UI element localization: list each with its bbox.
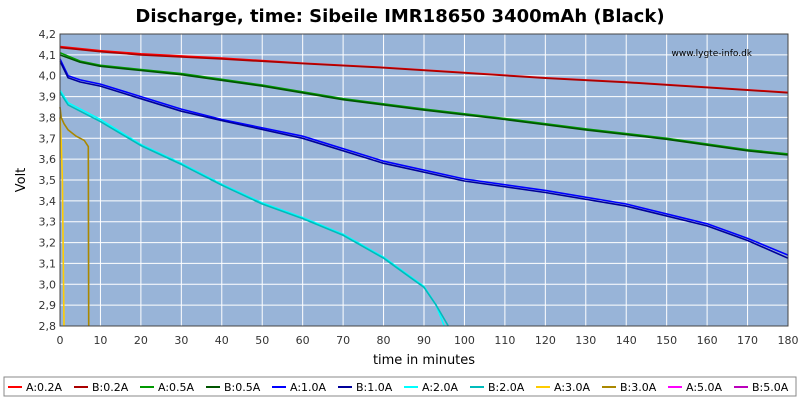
series-line-a-3-0a	[59, 117, 65, 327]
x-tick-label-7: 70	[336, 334, 350, 347]
x-tick-labels: 0 10 20 30 40 50 60 70 80 90 100 110 120 130 140 150 160…	[57, 334, 799, 347]
x-tick-label-11: 110	[494, 334, 515, 347]
x-tick-label-4: 40	[215, 334, 229, 347]
y-tick-label-8: 3,6	[39, 153, 57, 166]
x-tick-label-1: 10	[93, 334, 107, 347]
y-tick-label-14: 4,2	[39, 28, 57, 41]
y-tick-label-3: 3,1	[39, 257, 57, 270]
x-axis-label: time in minutes	[373, 353, 475, 368]
x-tick-label-3: 30	[174, 334, 188, 347]
legend-label-b-0-5a: B:0.5A	[224, 381, 261, 394]
legend-label-b-2-0a: B:2.0A	[488, 381, 525, 394]
series-lines	[59, 45, 789, 327]
x-tick-label-16: 160	[697, 334, 718, 347]
series-line-b-0-2a	[59, 46, 789, 94]
legend-label-a-0-5a: A:0.5A	[158, 381, 195, 394]
x-tick-label-10: 100	[454, 334, 475, 347]
y-tick-label-12: 4,0	[39, 70, 57, 83]
y-axis-label: Volt	[14, 168, 29, 193]
legend-label-b-0-2a: B:0.2A	[92, 381, 129, 394]
series-line-b-0-5a	[59, 54, 789, 156]
chart-title: Discharge, time: Sibeile IMR18650 3400mA…	[135, 6, 664, 27]
series-line-b-2-0a	[59, 91, 449, 327]
y-tick-labels: 2,8 2,9 3,0 3,1 3,2 3,3 3,4 3,5 3,6 3,7 3,8 3,9 4,0 4…	[39, 28, 57, 333]
y-tick-label-0: 2,8	[39, 320, 57, 333]
y-tick-label-1: 2,9	[39, 299, 57, 312]
x-tick-label-14: 140	[616, 334, 637, 347]
legend-label-b-5-0a: B:5.0A	[752, 381, 789, 394]
y-tick-label-11: 3,9	[39, 91, 57, 104]
x-tick-label-12: 120	[535, 334, 556, 347]
series-line-a-1-0a	[59, 58, 789, 256]
legend-box	[3, 376, 797, 397]
x-tick-label-8: 80	[377, 334, 391, 347]
legend-label-a-2-0a: A:2.0A	[422, 381, 459, 394]
x-tick-label-17: 170	[737, 334, 758, 347]
y-tick-label-10: 3,8	[39, 111, 57, 124]
y-tick-label-6: 3,4	[39, 195, 57, 208]
legend-label-a-1-0a: A:1.0A	[290, 381, 327, 394]
x-tick-label-5: 50	[255, 334, 269, 347]
legend-label-a-0-2a: A:0.2A	[26, 381, 63, 394]
series-line-b-3-0a	[59, 106, 90, 327]
series-line-a-0-5a	[59, 52, 789, 155]
legend-label-b-1-0a: B:1.0A	[356, 381, 393, 394]
series-line-a-2-0a	[59, 89, 445, 327]
legend-label-a-5-0a: A:5.0A	[686, 381, 723, 394]
y-tick-label-9: 3,7	[39, 132, 57, 145]
legend: A:0.2A B:0.2A A:0.5A B:0.5A A:1.0A B:1.0A A:2.…	[8, 381, 789, 394]
legend-label-a-3-0a: A:3.0A	[554, 381, 591, 394]
legend-label-b-3-0a: B:3.0A	[620, 381, 657, 394]
plot-frame	[59, 33, 789, 327]
x-tick-label-6: 60	[296, 334, 310, 347]
x-tick-label-2: 20	[134, 334, 148, 347]
x-tick-label-9: 90	[417, 334, 431, 347]
x-tick-label-18: 180	[778, 334, 799, 347]
series-line-b-1-0a	[59, 60, 789, 259]
x-tick-label-15: 150	[656, 334, 677, 347]
watermark: www.lygte-info.dk	[672, 49, 753, 59]
y-tick-label-2: 3,0	[39, 278, 57, 291]
x-tick-label-0: 0	[57, 334, 64, 347]
x-tick-label-13: 130	[575, 334, 596, 347]
y-tick-label-7: 3,5	[39, 174, 57, 187]
y-tick-label-4: 3,2	[39, 237, 57, 250]
y-tick-label-13: 4,1	[39, 49, 57, 62]
y-tick-label-5: 3,3	[39, 216, 57, 229]
